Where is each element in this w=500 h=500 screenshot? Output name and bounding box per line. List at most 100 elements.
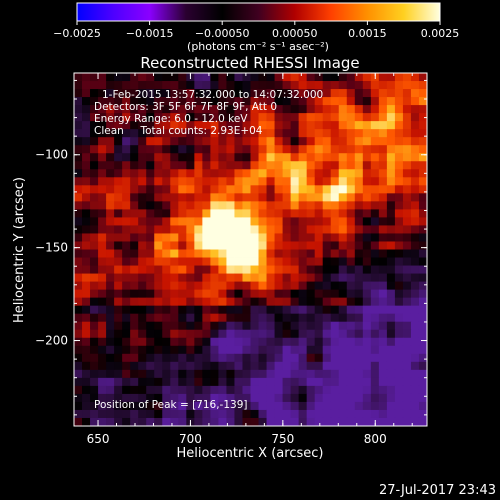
heatmap-cell: [242, 289, 251, 299]
heatmap-cell: [218, 289, 227, 299]
heatmap-cell: [410, 209, 420, 218]
heatmap-cell: [322, 249, 332, 258]
heatmap-cell: [106, 129, 115, 138]
heatmap-cell: [402, 73, 412, 82]
heatmap-cell: [122, 249, 131, 258]
heatmap-cell: [130, 297, 139, 307]
heatmap-cell: [170, 353, 179, 363]
heatmap-cell: [274, 137, 283, 146]
heatmap-cell: [250, 73, 259, 82]
heatmap-cell: [242, 73, 251, 82]
heatmap-cell: [298, 185, 308, 194]
heatmap-cell: [274, 225, 283, 234]
heatmap-cell: [322, 217, 332, 226]
heatmap-cell: [98, 169, 107, 178]
heatmap-cell: [258, 89, 267, 98]
heatmap-cell: [362, 273, 372, 282]
heatmap-cell: [226, 265, 235, 274]
annotation-energy-range: Energy Range: 6.0 - 12.0 keV: [94, 113, 248, 125]
heatmap-cell: [242, 169, 251, 178]
heatmap-cell: [282, 97, 292, 106]
heatmap-cell: [306, 225, 316, 234]
heatmap-cell: [410, 345, 420, 355]
heatmap-cell: [330, 233, 340, 242]
heatmap-cell: [170, 393, 179, 403]
heatmap-cell: [418, 73, 427, 82]
colorbar-ticks: −0.0025 −0.0015 −0.00050 0.00050 0.0015 0.002…: [53, 21, 459, 40]
heatmap-cell: [178, 97, 187, 106]
heatmap-cell: [402, 273, 412, 282]
heatmap-cell: [106, 233, 115, 242]
heatmap-cell: [362, 137, 372, 146]
heatmap-cell: [234, 417, 243, 426]
heatmap-cell: [314, 249, 324, 258]
heatmap-cell: [106, 169, 115, 178]
heatmap-cell: [306, 329, 316, 339]
heatmap-cell: [362, 281, 372, 291]
heatmap-cell: [410, 225, 420, 234]
heatmap-cell: [90, 241, 99, 250]
heatmap-cell: [194, 153, 203, 162]
heatmap-cell: [106, 393, 115, 403]
heatmap-cell: [74, 249, 83, 258]
heatmap-cell: [338, 97, 348, 106]
heatmap-cell: [418, 417, 427, 426]
heatmap-cell: [274, 209, 283, 218]
heatmap-cell: [362, 329, 372, 339]
heatmap-cell: [130, 313, 139, 323]
heatmap-cell: [274, 161, 283, 170]
heatmap-cell: [402, 105, 412, 114]
heatmap-cell: [218, 321, 227, 331]
heatmap-cell: [378, 401, 388, 411]
heatmap-cell: [298, 97, 308, 106]
heatmap-cell: [162, 113, 171, 122]
heatmap-cell: [218, 129, 227, 138]
heatmap-cell: [106, 297, 115, 307]
heatmap-cell: [194, 161, 203, 170]
heatmap-cell: [178, 201, 187, 210]
heatmap-cell: [402, 289, 412, 299]
heatmap-cell: [170, 169, 179, 178]
heatmap-cell: [330, 105, 340, 114]
heatmap-cell: [154, 105, 163, 114]
heatmap-cell: [266, 249, 275, 258]
heatmap-cell: [386, 305, 396, 315]
heatmap-cell: [402, 305, 412, 315]
heatmap-cell: [234, 73, 243, 82]
heatmap-cell: [346, 281, 356, 291]
heatmap-cell: [170, 105, 179, 114]
heatmap-cell: [90, 289, 99, 299]
heatmap-cell: [90, 337, 99, 347]
heatmap-cell: [154, 161, 163, 170]
heatmap-cell: [362, 401, 372, 411]
heatmap-cell: [250, 201, 259, 210]
heatmap-cell: [306, 313, 316, 323]
heatmap-cell: [378, 105, 388, 114]
heatmap-cell: [274, 345, 283, 355]
heatmap-cell: [194, 89, 203, 98]
heatmap-cell: [242, 257, 251, 266]
heatmap-cell: [210, 73, 219, 82]
heatmap-cell: [202, 225, 211, 234]
heatmap-cell: [378, 345, 388, 355]
heatmap-cell: [234, 409, 243, 419]
heatmap-cell: [410, 73, 420, 82]
heatmap-cell: [154, 417, 163, 426]
heatmap-cell: [186, 257, 195, 266]
heatmap-cell: [274, 297, 283, 307]
heatmap-cell: [90, 177, 99, 186]
heatmap-cell: [154, 361, 163, 371]
heatmap-cell: [354, 249, 364, 258]
heatmap-cell: [226, 169, 235, 178]
heatmap-cell: [146, 129, 155, 138]
heatmap-cell: [202, 409, 211, 419]
heatmap-cell: [402, 169, 412, 178]
heatmap-cell: [354, 345, 364, 355]
heatmap-cell: [218, 409, 227, 419]
heatmap-cell: [330, 281, 340, 291]
heatmap-cell: [114, 137, 123, 146]
heatmap-cell: [226, 321, 235, 331]
heatmap-cell: [82, 313, 91, 323]
heatmap-cell: [274, 313, 283, 323]
heatmap-cell: [362, 417, 372, 426]
